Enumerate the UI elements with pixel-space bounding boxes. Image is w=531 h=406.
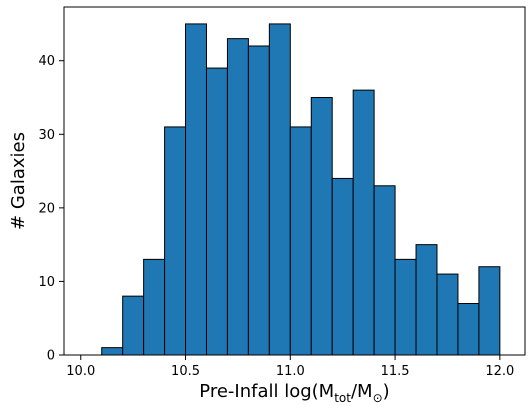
x-tick-label: 10.5	[171, 364, 200, 379]
histogram-bar	[143, 258, 166, 356]
histogram-bar	[268, 23, 291, 356]
y-tick-label: 30	[38, 128, 55, 143]
y-tick-label: 40	[38, 54, 55, 69]
histogram-bar	[185, 23, 207, 356]
histogram-bar	[205, 67, 228, 356]
histogram-bar	[331, 177, 354, 356]
histogram-bar	[394, 258, 417, 356]
x-axis-label: Pre-Infall log(Mtot/M⊙)	[199, 381, 389, 405]
x-tick-label: 11.5	[381, 364, 410, 379]
x-tick-label: 11.0	[276, 364, 305, 379]
x-axis-ticks: 10.0 10.5 11.0 11.5 12.0	[66, 355, 514, 379]
y-tick-label: 0	[47, 349, 55, 364]
axes-frame	[63, 6, 526, 356]
y-axis-ticks: 0 10 20 30 40	[38, 54, 64, 364]
histogram-bar	[436, 273, 459, 356]
histogram-bar	[164, 126, 187, 356]
histogram-bar	[457, 302, 480, 356]
histogram-bar	[226, 38, 249, 356]
histogram-bar	[122, 295, 145, 356]
y-axis-label: # Galaxies	[8, 132, 29, 230]
histogram-bar	[373, 185, 396, 356]
x-tick-label: 12.0	[485, 364, 514, 379]
histogram-bar	[415, 244, 438, 356]
histogram-bars	[101, 23, 501, 356]
histogram-bar	[478, 266, 501, 356]
y-tick-label: 20	[38, 201, 55, 216]
histogram-bar	[352, 89, 375, 356]
histogram-bar	[310, 96, 333, 356]
histogram-bar	[289, 126, 312, 356]
x-tick-label: 10.0	[66, 364, 95, 379]
y-tick-label: 10	[38, 275, 55, 290]
histogram-bar	[101, 347, 124, 356]
histogram-bar	[247, 45, 270, 356]
